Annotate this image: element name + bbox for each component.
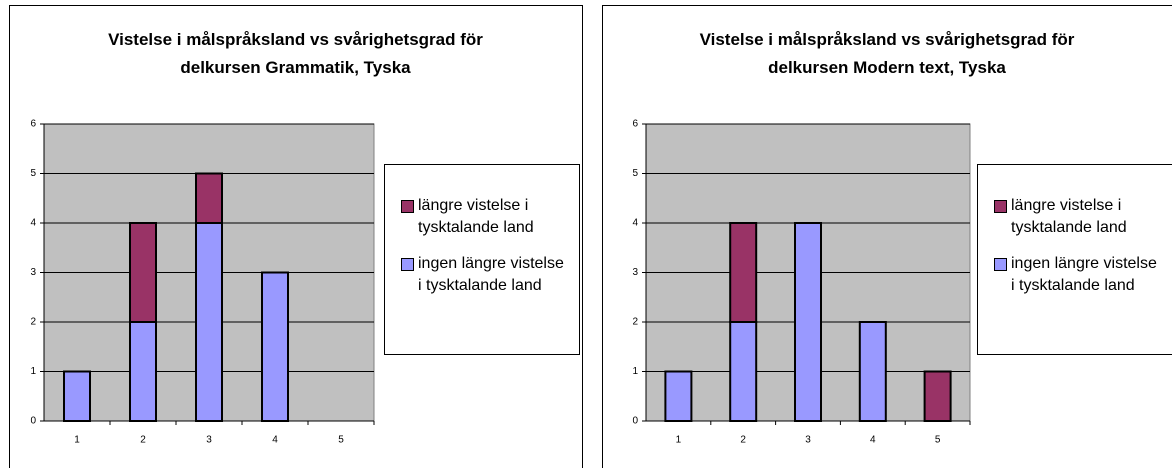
legend-swatch: [401, 258, 414, 271]
x-tick-label: 3: [805, 435, 811, 446]
legend-label: längre vistelse i tysktalande land: [418, 197, 534, 236]
bar: [195, 222, 223, 422]
y-tick-label: 6: [30, 119, 36, 130]
x-tick-label: 2: [140, 435, 146, 446]
legend: längre vistelse i tysktalande land ingen …: [977, 164, 1172, 355]
x-tick-label: 3: [206, 435, 212, 446]
y-tick-label: 3: [632, 267, 638, 278]
y-tick-label: 5: [30, 168, 36, 179]
bar: [923, 370, 952, 422]
x-tick-label: 5: [935, 435, 941, 446]
x-tick-label: 4: [870, 435, 876, 446]
legend-swatch: [401, 200, 414, 213]
y-tick-label: 0: [632, 416, 638, 427]
x-tick-label: 1: [74, 435, 80, 446]
bar: [195, 172, 223, 224]
legend-entry: ingen längre vistelse i tysktalande land: [401, 253, 571, 297]
x-tick-label: 2: [740, 435, 746, 446]
bar: [858, 321, 887, 422]
y-tick-label: 4: [30, 218, 36, 229]
legend: längre vistelse i tysktalande land ingen …: [384, 164, 580, 355]
y-tick-label: 5: [632, 168, 638, 179]
y-tick-label: 3: [30, 267, 36, 278]
x-tick-label: 4: [272, 435, 278, 446]
legend-label: ingen längre vistelse i tysktalande land: [1011, 255, 1157, 294]
y-tick-label: 1: [632, 366, 638, 377]
bar: [261, 271, 289, 422]
y-tick-label: 6: [632, 119, 638, 130]
x-tick-label: 5: [338, 435, 344, 446]
legend-label: längre vistelse i tysktalande land: [1011, 197, 1127, 236]
legend-entry: längre vistelse i tysktalande land: [401, 195, 571, 239]
y-tick-label: 1: [30, 366, 36, 377]
bar: [129, 222, 157, 323]
y-tick-label: 4: [632, 218, 638, 229]
legend-label: ingen längre vistelse i tysktalande land: [418, 255, 564, 294]
legend-swatch: [994, 200, 1007, 213]
legend-swatch: [994, 258, 1007, 271]
chart-title: Vistelse i målspråksland vs svårighetsgr…: [108, 30, 483, 77]
chart-title: Vistelse i målspråksland vs svårighetsgr…: [699, 30, 1075, 77]
y-tick-label: 2: [30, 317, 36, 328]
bar: [729, 321, 758, 422]
y-tick-label: 0: [30, 416, 36, 427]
legend-entry: längre vistelse i tysktalande land: [994, 195, 1164, 239]
bar: [729, 222, 758, 323]
bar: [129, 321, 157, 422]
y-tick-label: 2: [632, 317, 638, 328]
bar: [63, 370, 91, 422]
x-tick-label: 1: [676, 435, 682, 446]
bar: [794, 222, 822, 422]
legend-entry: ingen längre vistelse i tysktalande land: [994, 253, 1164, 297]
bar: [664, 370, 693, 422]
